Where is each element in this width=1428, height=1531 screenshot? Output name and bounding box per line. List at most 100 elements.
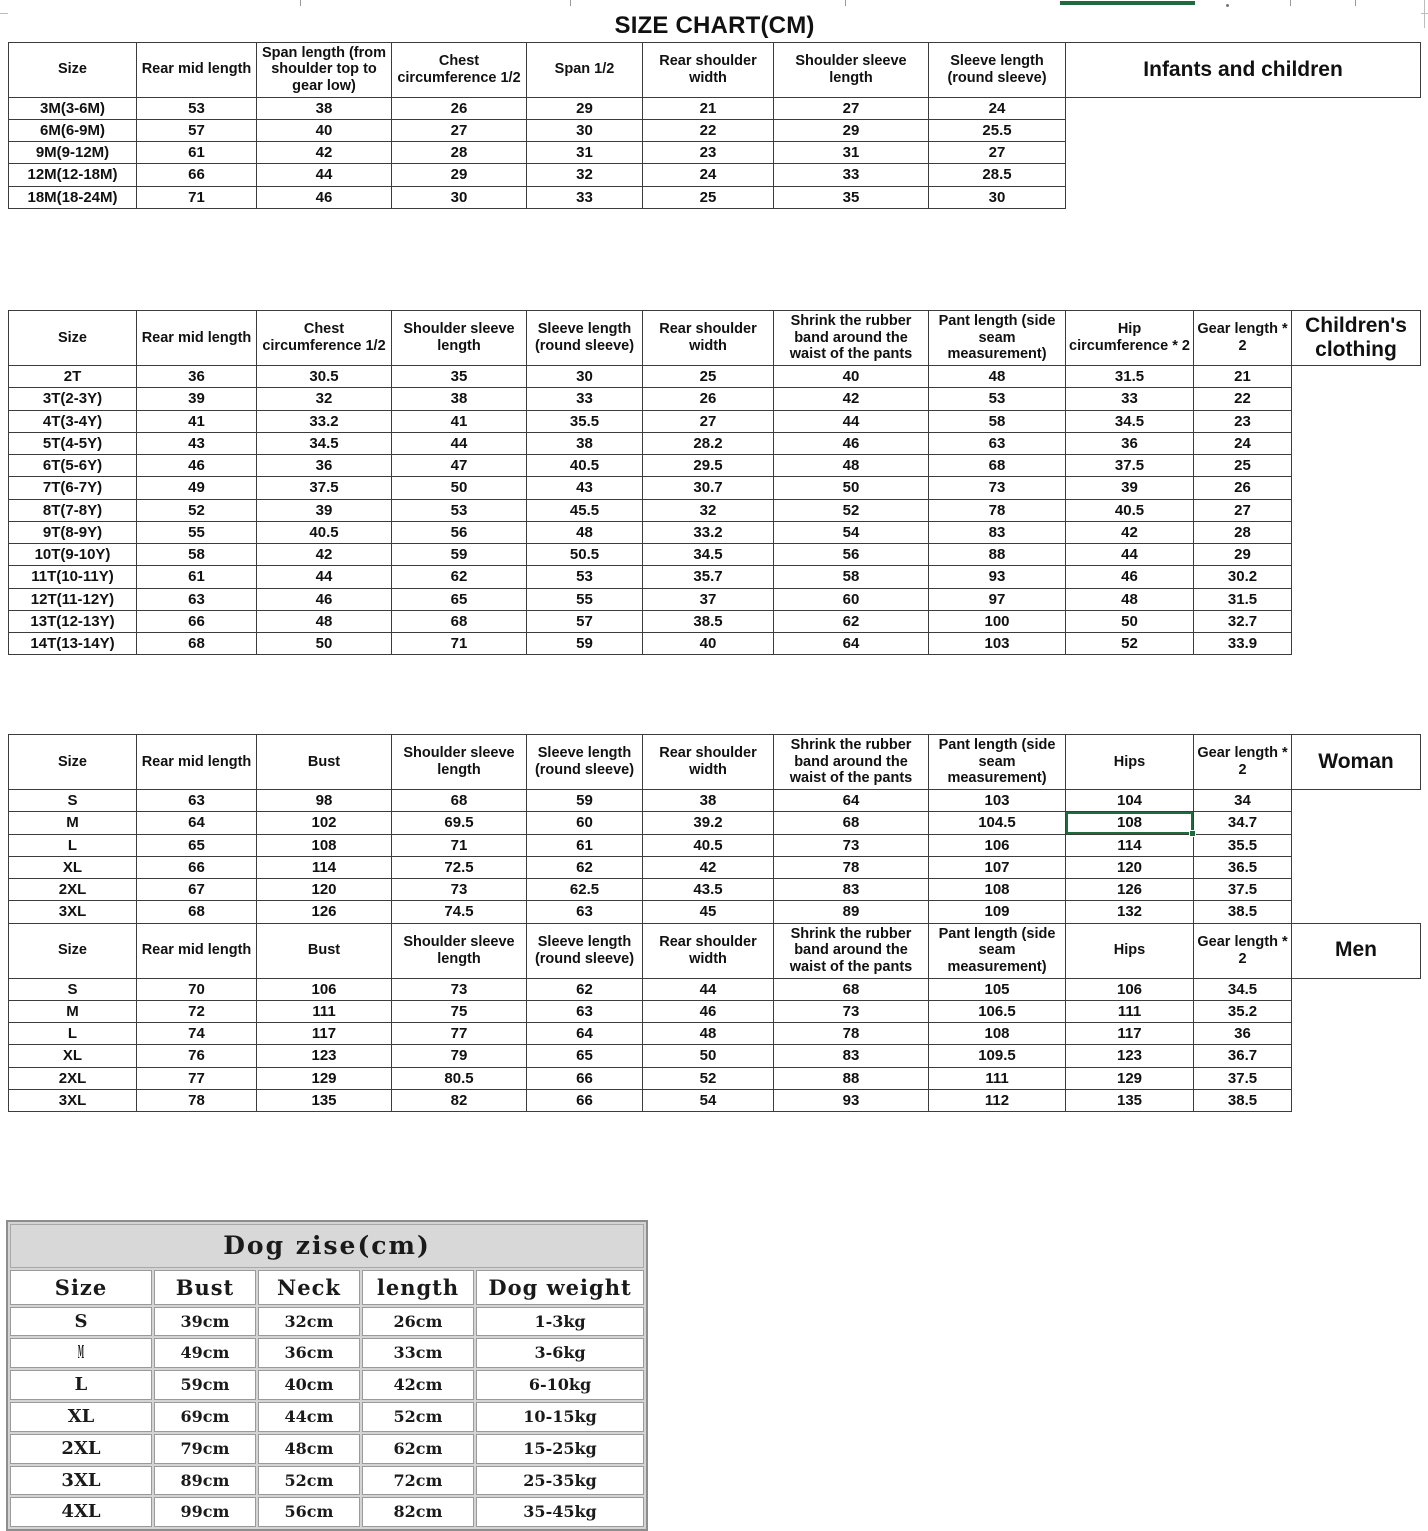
col-header-sleeve-length: Sleeve length (round sleeve) (928, 41, 1066, 98)
selected-column-indicator[interactable] (1060, 1, 1195, 5)
table-cell: 63 (136, 789, 257, 813)
dog-table-body: S 39cm 32cm 26cm 1-3kg M 49cm 36cm 33cm 3-6kg L 59c… (10, 1306, 645, 1528)
table-cell: 55 (526, 587, 643, 611)
table-cell: 34.5 (256, 431, 392, 456)
table-cell: 71 (391, 632, 527, 656)
table-cell: 33 (526, 387, 643, 411)
table-cell: 74.5 (391, 900, 527, 924)
dog-row-size-label: XL (10, 1401, 152, 1432)
table-cell: 53 (136, 96, 257, 120)
table-cell: 48 (1065, 587, 1194, 611)
table-cell: 106 (1065, 977, 1194, 1001)
dog-row-size-label: 4XL (10, 1497, 152, 1528)
table-cell: 44 (256, 565, 392, 589)
table-cell: 45.5 (526, 498, 643, 522)
table-cell: 126 (256, 900, 392, 924)
table-cell: 66 (136, 163, 257, 187)
row-size-label: 13T(12-13Y) (8, 609, 137, 634)
dog-table-row: 2XL 79cm 48cm 62cm 15-25kg (10, 1433, 645, 1464)
dog-table-row: 4XL 99cm 56cm 82cm 35-45kg (10, 1497, 645, 1528)
table-cell: 62 (526, 977, 643, 1001)
col-header-rear-mid: Rear mid length (136, 733, 257, 791)
col-header-size: Size (8, 309, 137, 367)
row-size-label: L (8, 1022, 137, 1046)
woman-table-body: S 63 98 68 59 38 64 103 104 34 M 64 102 69.5 60 39.2 68 1… (8, 789, 1421, 924)
dog-table-cell: 25-35kg (476, 1465, 645, 1496)
col-header-rear-mid: Rear mid length (136, 922, 257, 979)
table-cell: 78 (136, 1088, 257, 1113)
table-cell: 48 (642, 1022, 774, 1046)
col-header-rear-shoulder: Rear shoulder width (642, 41, 774, 98)
dog-table-cell: 62cm (362, 1433, 474, 1464)
table-cell: 104 (1065, 789, 1194, 813)
table-cell: 27 (773, 96, 929, 120)
category-label-men: Men (1291, 922, 1421, 979)
dog-size-table: Dog zise(cm) Size Bust Neck length Dog w… (6, 1220, 649, 1531)
table-cell: 56 (391, 520, 527, 545)
table-cell: 30 (391, 185, 527, 209)
col-header-shoulder-sleeve: Shoulder sleeve length (773, 41, 929, 98)
table-cell: 36 (1193, 1022, 1292, 1046)
col-header-rear-shoulder: Rear shoulder width (642, 922, 774, 979)
table-cell: 62 (526, 855, 643, 880)
table-row: M 64 102 69.5 60 39.2 68 104.5 108 34.7 (8, 811, 1421, 838)
column-tick (300, 0, 301, 6)
table-cell: 33.2 (642, 520, 774, 545)
table-cell: 75 (391, 999, 527, 1024)
row-size-label: 5T(4-5Y) (8, 431, 137, 456)
table-cell: 64 (773, 789, 929, 813)
table-cell: 66 (136, 609, 257, 634)
row-size-label: 6T(5-6Y) (8, 454, 137, 478)
dog-table-cell: 26cm (362, 1306, 474, 1337)
dog-table-cell: 69cm (154, 1401, 256, 1432)
table-cell: 44 (256, 163, 392, 187)
table-cell: 126 (1065, 878, 1194, 902)
col-header-neck: Neck (258, 1269, 360, 1305)
table-row: 2XL 67 120 73 62.5 43.5 83 108 126 37.5 (8, 878, 1421, 902)
table-cell: 46 (256, 185, 392, 209)
table-cell: 71 (136, 185, 257, 209)
table-cell: 36 (256, 454, 392, 478)
column-tick (1355, 0, 1356, 6)
table-cell: 29 (526, 96, 643, 120)
dog-table-title: Dog zise(cm) (10, 1224, 645, 1268)
table-row: 3XL 68 126 74.5 63 45 89 109 132 38.5 (8, 900, 1421, 924)
table-cell: 109.5 (928, 1044, 1066, 1068)
table-cell: 80.5 (391, 1066, 527, 1090)
row-size-label: 3M(3-6M) (8, 96, 137, 120)
col-header-length: length (362, 1269, 474, 1305)
table-cell: 39 (256, 498, 392, 522)
col-header-shoulder-sleeve: Shoulder sleeve length (391, 733, 527, 791)
table-cell: 46 (773, 431, 929, 456)
table-cell: 69.5 (391, 811, 527, 835)
table-cell: 42 (773, 387, 929, 411)
table-cell: 32.7 (1193, 609, 1292, 634)
table-cell: 64 (526, 1022, 643, 1046)
table-cell: 27 (642, 409, 774, 433)
table-cell: 111 (928, 1066, 1066, 1090)
dog-table-cell: 40cm (258, 1370, 360, 1400)
table-cell: 48 (256, 609, 392, 634)
table-cell: 73 (391, 878, 527, 902)
table-cell: 40.5 (256, 520, 392, 545)
table-cell: 50.5 (526, 543, 643, 567)
row-size-label: 3T(2-3Y) (8, 387, 137, 411)
table-row: S 70 106 73 62 44 68 105 106 34.5 (8, 977, 1421, 1001)
table-cell: 53 (526, 565, 643, 589)
table-cell: 135 (1065, 1088, 1194, 1113)
row-size-label: 2XL (8, 878, 137, 902)
table-cell: 25 (642, 365, 774, 389)
table-cell: 25.5 (928, 118, 1066, 143)
table-cell: 34.7 (1193, 811, 1292, 835)
selected-cell[interactable]: 108 (1065, 811, 1197, 838)
table-cell: 46 (1065, 565, 1194, 589)
table-cell: 68 (391, 609, 527, 634)
table-cell: 120 (256, 878, 392, 902)
table-cell: 63 (928, 431, 1066, 456)
row-size-label: 3XL (8, 900, 137, 924)
table-cell: 78 (773, 1022, 929, 1046)
table-cell: 31.5 (1193, 587, 1292, 611)
header-row: Size Rear mid length Chest circumference… (8, 309, 1421, 367)
table-cell: 40.5 (642, 833, 774, 857)
table-cell: 36 (1065, 431, 1194, 456)
